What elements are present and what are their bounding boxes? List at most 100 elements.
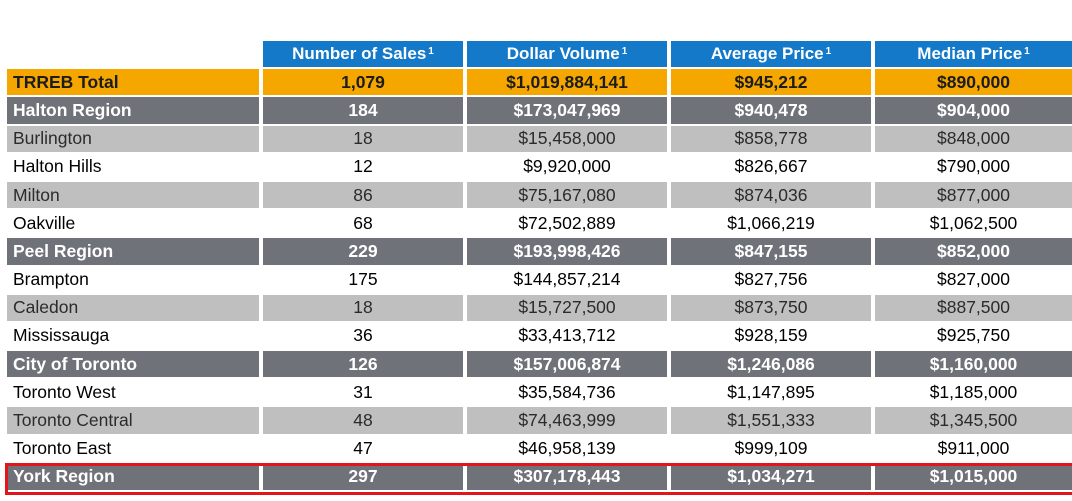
- table-row: Oakville 68 $72,502,889 $1,066,219 $1,06…: [7, 210, 1072, 239]
- footnote-marker: 1: [1024, 45, 1030, 57]
- dollar-volume-cell: $72,502,889: [467, 210, 671, 239]
- median-price-cell: $911,000: [875, 435, 1072, 464]
- table-row: Brampton 175 $144,857,214 $827,756 $827,…: [7, 266, 1072, 295]
- average-price-cell: $1,246,086: [671, 351, 875, 380]
- header-median-price: Median Price 1: [875, 41, 1072, 70]
- area-name-cell: Caledon: [7, 294, 263, 323]
- table-row: Milton 86 $75,167,080 $874,036 $877,000: [7, 181, 1072, 211]
- median-price-cell: $1,345,500: [875, 407, 1072, 436]
- area-name-cell: TRREB Total: [7, 69, 263, 98]
- table-row: Toronto East 47 $46,958,139 $999,109 $91…: [7, 435, 1072, 464]
- dollar-volume-cell: $35,584,736: [467, 379, 671, 408]
- area-name-cell: Toronto West: [7, 379, 263, 408]
- table-header-row: Number of Sales 1 Dollar Volume 1 Average …: [7, 41, 1072, 70]
- area-name-cell: City of Toronto: [7, 351, 263, 380]
- area-name-cell: Milton: [7, 181, 263, 211]
- area-name-cell: Burlington: [7, 125, 263, 154]
- number-of-sales-cell: 47: [263, 435, 467, 464]
- table-row: City of Toronto 126 $157,006,874 $1,246,…: [7, 351, 1072, 380]
- average-price-cell: $1,066,219: [671, 210, 875, 239]
- median-price-cell: $1,160,000: [875, 351, 1072, 380]
- median-price-cell: $890,000: [875, 69, 1072, 98]
- area-name-cell: York Region: [7, 463, 263, 492]
- dollar-volume-cell: $1,019,884,141: [467, 69, 671, 98]
- footnote-marker: 1: [621, 45, 628, 57]
- dollar-volume-cell: $15,458,000: [467, 125, 671, 154]
- dollar-volume-cell: $33,413,712: [467, 322, 671, 352]
- table-row: Halton Region 184 $173,047,969 $940,478 …: [7, 97, 1072, 126]
- dollar-volume-cell: $15,727,500: [467, 294, 671, 323]
- area-name-cell: Halton Region: [7, 97, 263, 126]
- number-of-sales-cell: 126: [263, 351, 467, 380]
- average-price-cell: $940,478: [671, 97, 875, 126]
- median-price-cell: $1,062,500: [875, 210, 1072, 239]
- header-dollar-volume: Dollar Volume 1: [467, 41, 671, 70]
- area-name-cell: Toronto Central: [7, 407, 263, 436]
- average-price-cell: $873,750: [671, 294, 875, 323]
- average-price-cell: $827,756: [671, 266, 875, 295]
- table-body: TRREB Total 1,079 $1,019,884,141 $945,21…: [7, 69, 1072, 492]
- number-of-sales-cell: 36: [263, 322, 467, 352]
- median-price-cell: $904,000: [875, 97, 1072, 126]
- table-row: Toronto West 31 $35,584,736 $1,147,895 $…: [7, 379, 1072, 408]
- median-price-cell: $925,750: [875, 322, 1072, 352]
- number-of-sales-cell: 48: [263, 407, 467, 436]
- dollar-volume-cell: $157,006,874: [467, 351, 671, 380]
- dollar-volume-cell: $144,857,214: [467, 266, 671, 295]
- average-price-cell: $928,159: [671, 322, 875, 352]
- table-row: Peel Region 229 $193,998,426 $847,155 $8…: [7, 238, 1072, 267]
- number-of-sales-cell: 18: [263, 125, 467, 154]
- median-price-cell: $1,015,000: [875, 463, 1072, 492]
- average-price-cell: $826,667: [671, 153, 875, 182]
- dollar-volume-cell: $74,463,999: [467, 407, 671, 436]
- footnote-marker: 1: [428, 45, 434, 57]
- median-price-cell: $887,500: [875, 294, 1072, 323]
- header-spacer: [7, 41, 263, 70]
- average-price-cell: $1,551,333: [671, 407, 875, 436]
- median-price-cell: $827,000: [875, 266, 1072, 295]
- median-price-cell: $1,185,000: [875, 379, 1072, 408]
- number-of-sales-cell: 184: [263, 97, 467, 126]
- number-of-sales-cell: 18: [263, 294, 467, 323]
- number-of-sales-cell: 86: [263, 181, 467, 211]
- number-of-sales-cell: 1,079: [263, 69, 467, 98]
- area-name-cell: Halton Hills: [7, 153, 263, 182]
- average-price-cell: $874,036: [671, 181, 875, 211]
- area-name-cell: Toronto East: [7, 435, 263, 464]
- table-row: Toronto Central 48 $74,463,999 $1,551,33…: [7, 407, 1072, 436]
- table-row: Caledon 18 $15,727,500 $873,750 $887,500: [7, 294, 1072, 323]
- median-price-cell: $790,000: [875, 153, 1072, 182]
- number-of-sales-cell: 229: [263, 238, 467, 267]
- sales-table: Number of Sales 1 Dollar Volume 1 Average …: [7, 41, 1072, 492]
- number-of-sales-cell: 12: [263, 153, 467, 182]
- area-name-cell: Brampton: [7, 266, 263, 295]
- dollar-volume-cell: $193,998,426: [467, 238, 671, 267]
- table-row: Mississauga 36 $33,413,712 $928,159 $925…: [7, 322, 1072, 352]
- table-row: Halton Hills 12 $9,920,000 $826,667 $790…: [7, 153, 1072, 182]
- dollar-volume-cell: $173,047,969: [467, 97, 671, 126]
- table-row: TRREB Total 1,079 $1,019,884,141 $945,21…: [7, 69, 1072, 98]
- dollar-volume-cell: $46,958,139: [467, 435, 671, 464]
- footnote-marker: 1: [825, 45, 832, 57]
- median-price-cell: $848,000: [875, 125, 1072, 154]
- header-average-price: Average Price 1: [671, 41, 875, 70]
- area-name-cell: Mississauga: [7, 322, 263, 352]
- average-price-cell: $999,109: [671, 435, 875, 464]
- table-row: Burlington 18 $15,458,000 $858,778 $848,…: [7, 125, 1072, 154]
- average-price-cell: $1,147,895: [671, 379, 875, 408]
- area-name-cell: Peel Region: [7, 238, 263, 267]
- area-name-cell: Oakville: [7, 210, 263, 239]
- average-price-cell: $1,034,271: [671, 463, 875, 492]
- header-number-of-sales: Number of Sales 1: [263, 41, 467, 70]
- average-price-cell: $945,212: [671, 69, 875, 98]
- median-price-cell: $852,000: [875, 238, 1072, 267]
- average-price-cell: $858,778: [671, 125, 875, 154]
- dollar-volume-cell: $307,178,443: [467, 463, 671, 492]
- number-of-sales-cell: 297: [263, 463, 467, 492]
- number-of-sales-cell: 31: [263, 379, 467, 408]
- number-of-sales-cell: 68: [263, 210, 467, 239]
- dollar-volume-cell: $75,167,080: [467, 181, 671, 211]
- table-row: York Region 297 $307,178,443 $1,034,271 …: [7, 463, 1072, 492]
- median-price-cell: $877,000: [875, 181, 1072, 211]
- average-price-cell: $847,155: [671, 238, 875, 267]
